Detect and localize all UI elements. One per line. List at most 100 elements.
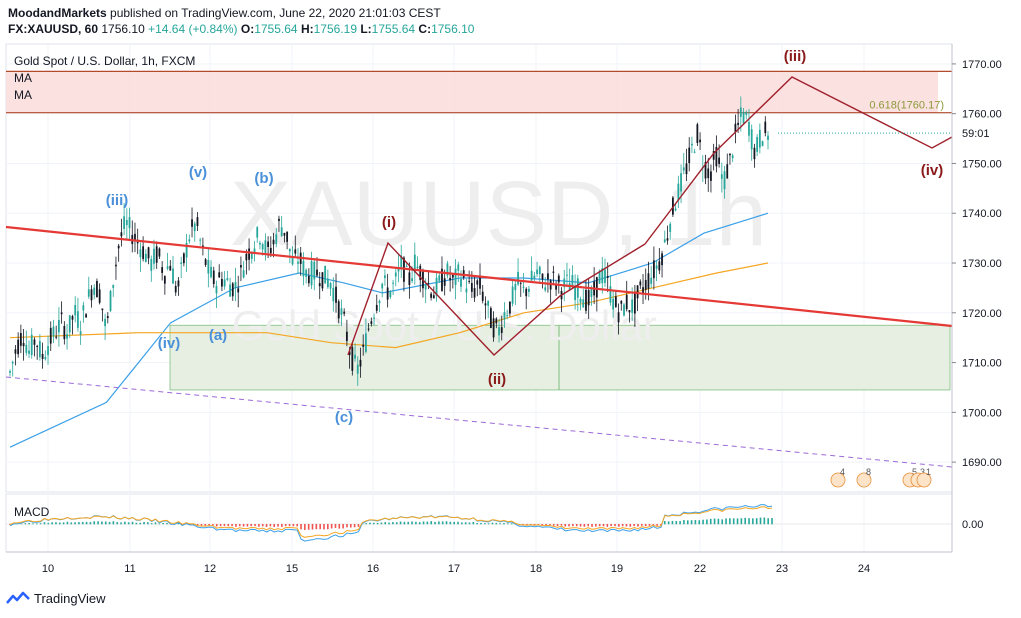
candle-body xyxy=(424,284,427,290)
candle-body xyxy=(479,275,481,289)
candle-body xyxy=(93,287,96,295)
candle-body xyxy=(242,270,245,278)
macd-bar xyxy=(304,524,306,531)
candle-body xyxy=(536,269,538,275)
trendline[interactable] xyxy=(5,225,953,328)
macd-bar xyxy=(139,522,141,525)
macd-bar xyxy=(556,524,559,527)
candle-body xyxy=(261,244,264,250)
macd-bar xyxy=(265,524,268,527)
candle-body xyxy=(14,349,17,354)
macd-bar xyxy=(127,522,130,525)
candle-body xyxy=(283,232,286,236)
candle-body xyxy=(419,265,422,281)
candle-body xyxy=(585,289,587,311)
candle-body xyxy=(161,267,164,273)
candle-body xyxy=(756,137,759,152)
candle-body xyxy=(699,139,701,143)
wave-label: (b) xyxy=(254,170,273,187)
candle-body xyxy=(500,327,503,334)
candle-body xyxy=(332,287,335,302)
macd-bar xyxy=(284,524,287,527)
candle-body xyxy=(280,227,283,237)
candle-body xyxy=(658,261,661,271)
macd-bar xyxy=(392,522,394,525)
macd-bar xyxy=(453,521,455,525)
macd-bar xyxy=(763,517,766,525)
candle-body xyxy=(514,283,517,291)
macd-bar xyxy=(353,524,356,528)
macd-bar xyxy=(319,524,321,530)
candle-body xyxy=(715,146,718,167)
macd-bar xyxy=(116,522,119,525)
macd-bar xyxy=(238,524,241,527)
wave-label: (iv) xyxy=(921,162,944,179)
macd-bar xyxy=(158,523,161,525)
macd-bar xyxy=(227,524,230,526)
macd-bar xyxy=(702,519,704,525)
macd-bar xyxy=(384,522,387,525)
macd-bar xyxy=(403,521,406,525)
candle-body xyxy=(750,129,753,150)
y-tick-label: 1700.00 xyxy=(962,407,1002,419)
x-tick-label: 10 xyxy=(42,563,54,575)
candle-body xyxy=(392,282,394,284)
candle-body xyxy=(579,298,582,303)
candle-body xyxy=(451,274,454,278)
candle-body xyxy=(196,217,199,226)
low-label: L: xyxy=(360,22,372,36)
macd-bar xyxy=(487,523,490,525)
candle-body xyxy=(506,315,509,317)
macd-bar xyxy=(663,521,666,525)
author-name[interactable]: MoodandMarkets xyxy=(8,6,107,20)
candle-body xyxy=(707,168,710,179)
macd-bar xyxy=(729,518,731,525)
x-tick-label: 15 xyxy=(286,563,298,575)
tradingview-footer[interactable]: TradingView xyxy=(6,590,106,606)
macd-bar xyxy=(449,521,452,525)
macd-bar xyxy=(706,519,708,525)
legend-title: Gold Spot / U.S. Dollar, 1h, FXCM xyxy=(14,54,195,68)
macd-bar xyxy=(177,523,180,525)
macd-bar xyxy=(81,522,84,525)
candle-body xyxy=(68,315,71,333)
candle-body xyxy=(644,280,647,290)
candle-body xyxy=(571,275,574,287)
macd-bar xyxy=(656,524,658,526)
candle-body xyxy=(411,278,413,282)
macd-bar xyxy=(552,524,555,526)
candle-body xyxy=(345,331,348,342)
candle-body xyxy=(685,163,688,175)
macd-bar xyxy=(108,521,111,525)
candle-body xyxy=(231,283,234,297)
candle-body xyxy=(454,268,457,285)
last-price: 1756.10 xyxy=(101,22,145,36)
macd-bar xyxy=(273,524,276,527)
candle-body xyxy=(495,318,498,324)
candle-body xyxy=(430,293,433,298)
macd-bar xyxy=(407,521,410,525)
candle-body xyxy=(335,286,337,303)
fib-label: 0.618(1760.17) xyxy=(869,100,944,112)
candle-body xyxy=(55,336,58,338)
macd-bar xyxy=(208,524,210,526)
wave-projection[interactable] xyxy=(347,76,953,356)
candles xyxy=(9,96,769,386)
macd-bar xyxy=(690,520,693,525)
wave-label: (i) xyxy=(382,214,396,231)
macd-bar xyxy=(430,521,433,525)
candle-body xyxy=(52,326,55,337)
macd-bar xyxy=(334,524,337,528)
time-left-label: 59:01 xyxy=(962,128,990,140)
candle-body xyxy=(90,289,93,301)
candle-body xyxy=(11,361,14,364)
candle-body xyxy=(106,316,109,319)
candle-body xyxy=(726,164,729,179)
macd-bar xyxy=(330,524,333,529)
macd-bar xyxy=(39,523,42,525)
candle-body xyxy=(85,314,87,318)
candle-body xyxy=(326,278,329,288)
candle-body xyxy=(528,288,530,292)
candle-body xyxy=(617,312,620,323)
